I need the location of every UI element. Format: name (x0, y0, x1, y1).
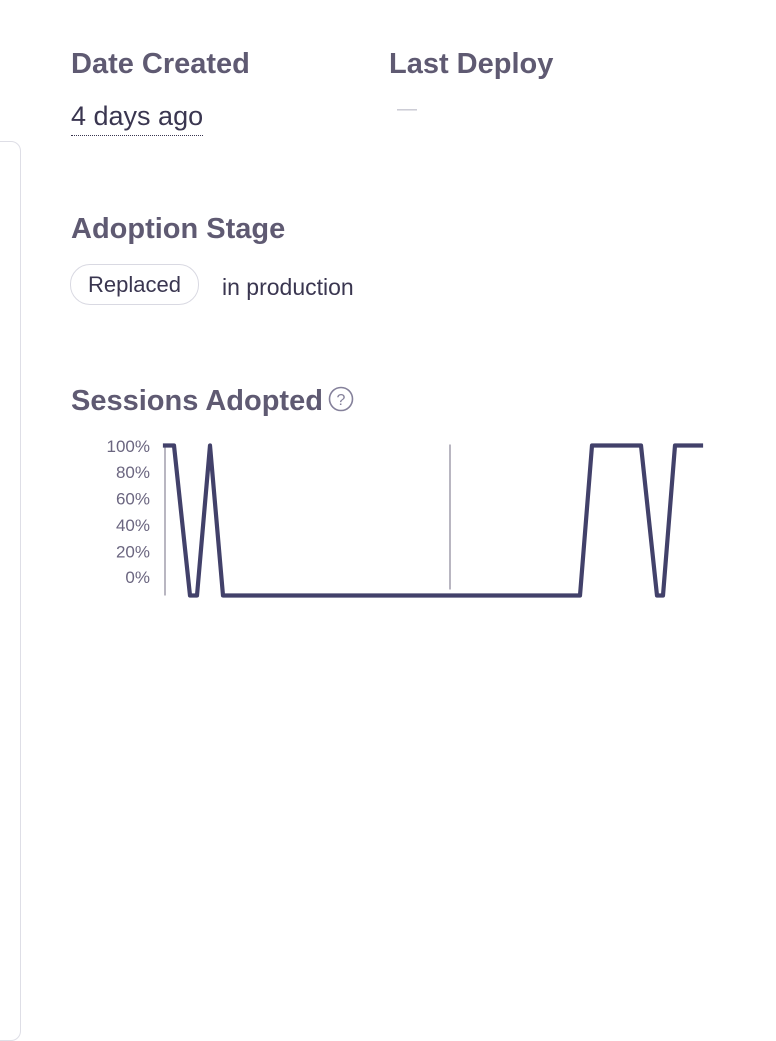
svg-text:60%: 60% (116, 489, 150, 508)
svg-text:0%: 0% (125, 568, 150, 587)
svg-text:?: ? (337, 392, 346, 409)
svg-text:40%: 40% (116, 516, 150, 535)
svg-text:100%: 100% (107, 437, 150, 456)
svg-text:80%: 80% (116, 463, 150, 482)
svg-text:20%: 20% (116, 542, 150, 561)
